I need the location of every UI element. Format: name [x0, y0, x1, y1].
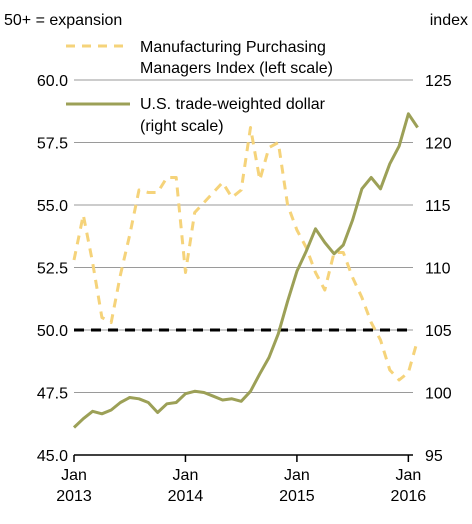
right-tick-label: 105 — [425, 323, 452, 340]
axes-group — [73, 454, 413, 462]
right-tick-label: 110 — [425, 261, 451, 278]
x-tick-label-month: Jan — [61, 467, 87, 484]
left-tick-label: 52.5 — [37, 261, 68, 278]
x-tick-label-month: Jan — [395, 467, 421, 484]
x-tick-label-year: 2015 — [279, 488, 315, 505]
usd-series-line — [72, 112, 419, 429]
pmi-series-line — [72, 126, 420, 382]
gridlines — [74, 79, 413, 393]
legend-usd-label-line1: U.S. trade-weighted dollar — [140, 96, 326, 113]
left-tick-label: 57.5 — [37, 136, 68, 153]
x-tick-label-month: Jan — [173, 467, 199, 484]
x-tick-label-year: 2016 — [391, 488, 427, 505]
x-tick-label-month: Jan — [284, 467, 310, 484]
right-tick-label: 125 — [425, 73, 452, 90]
left-tick-label: 45.0 — [37, 448, 68, 465]
legend-usd-label-line2: (right scale) — [140, 118, 224, 135]
legend-pmi-label-line1: Manufacturing Purchasing — [140, 39, 326, 56]
right-tick-label: 115 — [425, 198, 451, 215]
left-axis-title: 50+ = expansion — [4, 12, 122, 29]
x-tick-label-year: 2013 — [56, 488, 92, 505]
legend-pmi-label-line2: Managers Index (left scale) — [140, 60, 333, 77]
series-group — [72, 112, 420, 429]
left-tick-label: 47.5 — [37, 386, 68, 403]
right-tick-label: 120 — [425, 136, 452, 153]
right-axis-title: index — [430, 12, 468, 29]
legend: Manufacturing Purchasing Managers Index … — [66, 39, 333, 135]
left-tick-label: 55.0 — [37, 198, 68, 215]
x-tick-label-year: 2014 — [168, 488, 204, 505]
tick-labels-group: Jan 2013 Jan 2014 Jan 2015 Jan 2016 60.0 57.5 55.0… — [37, 73, 452, 505]
left-tick-label: 50.0 — [37, 323, 68, 340]
right-tick-label: 100 — [425, 386, 452, 403]
left-tick-label: 60.0 — [37, 73, 68, 90]
right-tick-label: 95 — [425, 448, 443, 465]
